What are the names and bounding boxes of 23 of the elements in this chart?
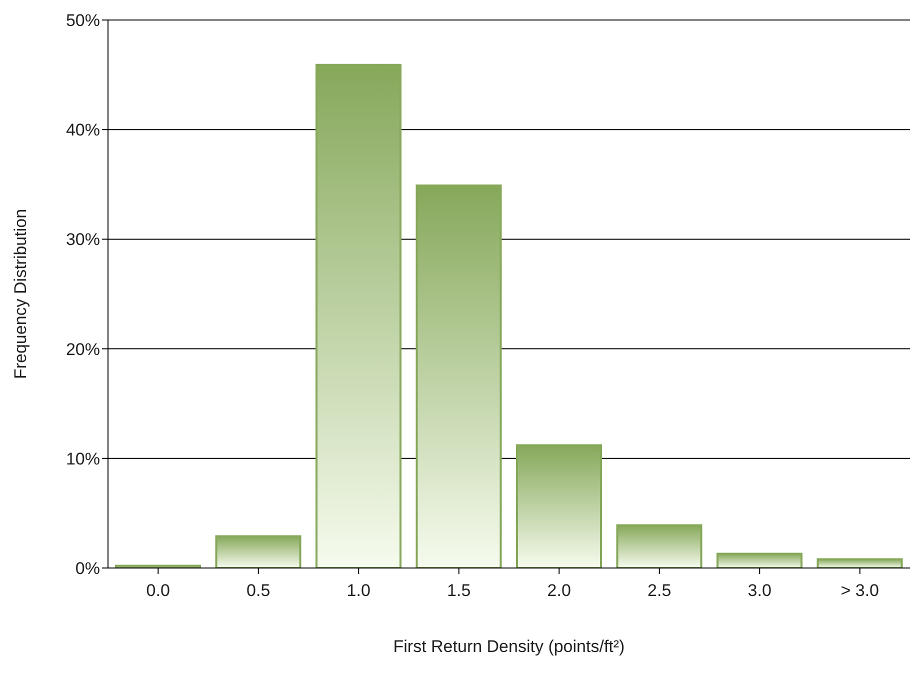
bar [416, 184, 502, 568]
y-tick-label: 30% [66, 230, 100, 250]
x-tick-label: 0.5 [246, 581, 270, 600]
y-tick-label: 20% [66, 340, 100, 359]
x-tick-label: > 3.0 [840, 581, 880, 600]
x-tick-label: 1.0 [346, 581, 370, 600]
bar [816, 558, 903, 568]
x-axis-title: First Return Density (points/ft²) [393, 637, 625, 656]
y-tick-label: 50% [66, 11, 100, 30]
x-tick-label: 3.0 [748, 581, 772, 600]
y-tick-label: 10% [66, 449, 100, 468]
bar [716, 552, 802, 568]
x-tick-label: 0.0 [146, 581, 170, 600]
bar [215, 535, 302, 568]
x-tick-label: 2.0 [547, 581, 571, 600]
bar [516, 444, 602, 568]
x-tick-label: 1.5 [447, 581, 471, 600]
y-tick-label: 0% [75, 559, 100, 578]
y-tick-label: 40% [66, 120, 100, 140]
bar [316, 64, 402, 568]
x-tick-label: 2.5 [648, 581, 672, 600]
y-axis-title: Frequency Distribution [11, 208, 30, 380]
bar [616, 524, 702, 568]
